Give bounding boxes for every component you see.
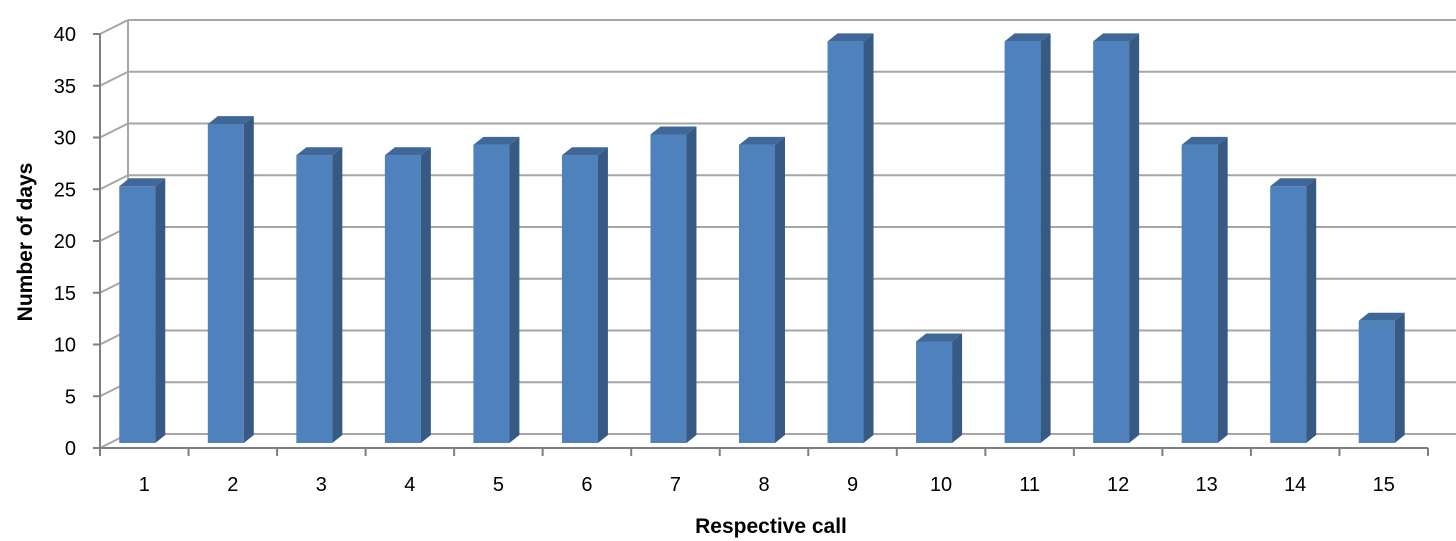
bar-5 [473,136,520,443]
bar-side [1040,33,1051,443]
x-tick-labels: 1 2 3 4 5 6 7 8 9 10 11 12 13 14 15 [139,474,1395,496]
bar-14 [1270,178,1317,443]
bar-side [952,333,963,443]
bar-side [597,147,608,443]
bar-7 [650,126,697,443]
y-axis-title: Number of days [14,163,37,322]
bar-11 [1004,33,1051,443]
y-tick-labels: 0 5 10 15 20 25 30 35 40 [54,24,76,460]
x-tick-label: 14 [1284,474,1306,496]
x-axis-title: Respective call [695,515,847,538]
bar-side [863,33,874,443]
bar-front [827,41,864,443]
bar-front [916,341,953,443]
bar-top [1181,136,1228,145]
bar-9 [827,33,874,443]
bar-top [473,136,520,145]
x-tick-label: 8 [758,474,769,496]
bar-top [207,116,254,125]
y-tick-label: 40 [54,24,76,46]
axes [93,33,1429,456]
bar-3 [296,147,343,443]
bar-top [1004,33,1051,42]
bar-side [1129,33,1140,443]
bar-10 [916,333,963,443]
bar-top [650,126,697,135]
bar-top [119,178,166,187]
gridline-side [99,19,129,35]
bar-front [473,144,510,443]
bars [119,33,1405,444]
y-tick-label: 30 [54,128,76,150]
bar-side [420,147,431,443]
gridline-side [99,174,129,191]
bar-side [686,126,697,443]
bar-front [207,124,244,444]
bar-front [561,155,598,443]
y-tick-label: 15 [54,283,76,305]
bar-top [384,147,431,156]
bar-top [296,147,343,156]
x-tick-label: 4 [404,474,415,496]
bar-top [739,136,785,145]
bar-side [243,116,254,444]
bar-front [650,134,687,443]
gridline-side [99,122,129,139]
bar-4 [384,147,431,443]
x-tick-label: 9 [847,474,858,496]
bar-side [1394,312,1405,443]
bar-13 [1181,136,1228,443]
x-tick-label: 5 [493,474,504,496]
bar-top [561,147,608,156]
y-tick-label: 25 [54,179,76,201]
bar-top [1093,33,1140,42]
bar-15 [1358,312,1405,443]
y-tick-label: 20 [54,231,76,253]
bar-side [509,136,520,443]
bar-front [1270,186,1307,443]
x-tick-label: 13 [1196,474,1218,496]
y-tick-label: 35 [54,76,76,98]
gridlines [99,19,1456,449]
bar-top [916,333,963,342]
x-tick-label: 11 [1019,474,1040,496]
bar-top [1358,312,1405,321]
bar-side [1306,178,1317,443]
bar-6 [561,147,608,443]
x-tick-label: 15 [1373,474,1395,496]
bar-front [296,155,333,443]
bar-12 [1093,33,1140,443]
bar-side [155,178,166,443]
bar-top [827,33,874,42]
y-tick-label: 10 [54,335,76,357]
x-tick-label: 6 [581,474,592,496]
bar-front [1358,320,1395,443]
bar-front [739,144,775,443]
bar-1 [119,178,166,443]
bar-front [384,155,421,443]
bar-side [332,147,343,443]
bar-front [1093,41,1130,443]
bar-side [775,136,785,443]
bar-front [1181,144,1218,443]
x-tick-label: 10 [930,474,952,496]
x-tick-label: 12 [1107,474,1129,496]
x-tick-label: 2 [227,474,238,496]
bar-2 [207,116,254,444]
gridline-side [99,70,129,87]
bar-front [119,186,156,443]
x-tick-label: 7 [670,474,681,496]
bar-8 [739,136,785,443]
x-tick-label: 1 [139,474,150,496]
y-tick-label: 5 [65,386,76,408]
y-tick-label: 0 [65,438,76,460]
bar-top [1270,178,1317,187]
x-tick-label: 3 [316,474,327,496]
bar-front [1004,41,1041,443]
bar-side [1217,136,1228,443]
